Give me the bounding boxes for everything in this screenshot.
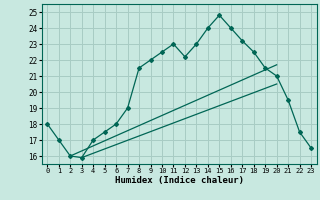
X-axis label: Humidex (Indice chaleur): Humidex (Indice chaleur)	[115, 176, 244, 185]
